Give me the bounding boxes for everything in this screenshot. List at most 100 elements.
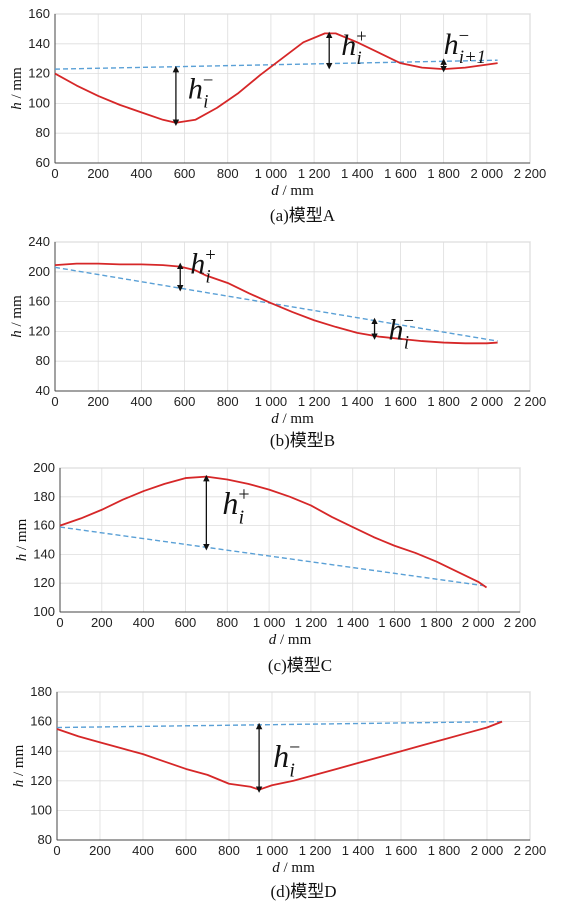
x-tick-label: 2 200 [504, 615, 537, 630]
profile-series [59, 475, 488, 589]
y-tick-label: 120 [28, 323, 50, 338]
y-axis-title: h / mm [9, 295, 25, 338]
x-tick-label: 2 000 [471, 843, 504, 858]
plot-area [54, 13, 531, 164]
y-tick-label: 80 [36, 353, 50, 368]
x-tick-label: 1 800 [428, 843, 461, 858]
x-tick-label: 0 [51, 394, 58, 409]
baseline-series [54, 266, 498, 342]
x-tick-label: 800 [217, 166, 239, 181]
x-axis-title: d / mm [271, 183, 314, 199]
x-axis-title: d / mm [269, 632, 312, 648]
deviation-label: h− i [188, 70, 214, 113]
x-tick-label: 2 200 [514, 166, 547, 181]
x-tick-label: 1 800 [420, 615, 453, 630]
y-tick-label: 80 [36, 125, 50, 140]
x-tick-label: 2 000 [471, 166, 504, 181]
x-tick-label: 2 200 [514, 394, 547, 409]
x-tick-label: 200 [89, 843, 111, 858]
x-tick-label: 800 [217, 394, 239, 409]
x-tick-label: 1 600 [384, 166, 417, 181]
deviation-label: h+ i [341, 26, 367, 69]
deviation-label: h+ i [190, 245, 216, 288]
panel-caption: (a)模型A [270, 206, 336, 225]
y-tick-label: 160 [30, 714, 52, 729]
y-tick-label: 180 [30, 684, 52, 699]
y-tick-label: 60 [36, 155, 50, 170]
x-tick-label: 200 [87, 394, 109, 409]
x-tick-label: 400 [132, 843, 154, 858]
y-axis-title: h / mm [9, 67, 25, 110]
x-tick-label: 400 [131, 166, 153, 181]
x-tick-label: 2 000 [462, 615, 495, 630]
y-tick-label: 140 [33, 546, 55, 561]
y-tick-label: 140 [28, 36, 50, 51]
x-tick-label: 1 400 [341, 394, 374, 409]
x-tick-label: 200 [87, 166, 109, 181]
x-tick-label: 1 600 [384, 394, 417, 409]
x-tick-label: 1 800 [427, 166, 460, 181]
x-tick-label: 400 [131, 394, 153, 409]
x-tick-label: 600 [174, 166, 196, 181]
x-axis-title: d / mm [272, 860, 315, 876]
plot-area [59, 467, 521, 613]
deviation-label: h+ i [222, 483, 249, 528]
baseline-series [56, 720, 503, 729]
y-tick-label: 160 [33, 518, 55, 533]
plot-area [56, 691, 531, 841]
y-tick-label: 240 [28, 234, 50, 249]
y-tick-label: 200 [28, 264, 50, 279]
y-tick-label: 120 [30, 773, 52, 788]
x-tick-label: 1 000 [256, 843, 289, 858]
x-tick-label: 800 [216, 615, 238, 630]
profile-series [54, 262, 498, 345]
x-tick-label: 600 [175, 615, 197, 630]
x-tick-label: 1 200 [299, 843, 332, 858]
x-tick-label: 800 [218, 843, 240, 858]
x-tick-label: 200 [91, 615, 113, 630]
y-tick-label: 160 [28, 6, 50, 21]
baseline-series [54, 59, 498, 70]
y-tick-label: 120 [33, 575, 55, 590]
x-tick-label: 2 000 [471, 394, 504, 409]
y-tick-label: 100 [33, 604, 55, 619]
plot-area [54, 241, 531, 392]
y-tick-label: 100 [30, 802, 52, 817]
deviation-label: h− i [389, 311, 415, 354]
y-tick-label: 100 [28, 95, 50, 110]
x-tick-label: 0 [51, 166, 58, 181]
y-tick-label: 180 [33, 489, 55, 504]
x-tick-label: 1 400 [336, 615, 369, 630]
x-tick-label: 1 000 [253, 615, 286, 630]
y-tick-label: 200 [33, 460, 55, 475]
y-tick-label: 40 [36, 383, 50, 398]
profile-series [54, 32, 498, 124]
x-tick-label: 1 600 [385, 843, 418, 858]
deviation-label: h− i [273, 737, 300, 782]
x-tick-label: 1 400 [341, 166, 374, 181]
x-tick-label: 1 000 [255, 166, 288, 181]
x-tick-label: 1 600 [378, 615, 411, 630]
y-tick-label: 120 [28, 66, 50, 81]
chart-panel-4: 0 200 400 600 800 1 000 1 200 1 400 1 600 1 800 2 … [11, 684, 546, 901]
x-tick-label: 600 [174, 394, 196, 409]
y-axis-title: h / mm [11, 744, 27, 787]
x-tick-label: 1 200 [298, 394, 331, 409]
chart-panel-1: 0 200 400 600 800 1 000 1 200 1 400 1 600 1 800 2 … [9, 6, 546, 225]
x-tick-label: 0 [53, 843, 60, 858]
x-tick-label: 600 [175, 843, 197, 858]
y-axis-title: h / mm [14, 518, 30, 561]
x-tick-label: 1 200 [295, 615, 328, 630]
x-axis-title: d / mm [271, 411, 314, 427]
profile-series [56, 720, 503, 791]
x-tick-label: 0 [56, 615, 63, 630]
chart-panel-2: 0 200 400 600 800 1 000 1 200 1 400 1 600 1 800 2 … [9, 234, 546, 450]
y-tick-label: 140 [30, 743, 52, 758]
x-tick-label: 400 [133, 615, 155, 630]
x-tick-label: 1 200 [298, 166, 331, 181]
panel-caption: (b)模型B [270, 431, 335, 450]
x-tick-label: 1 400 [342, 843, 375, 858]
panel-caption: (d)模型D [270, 882, 336, 901]
